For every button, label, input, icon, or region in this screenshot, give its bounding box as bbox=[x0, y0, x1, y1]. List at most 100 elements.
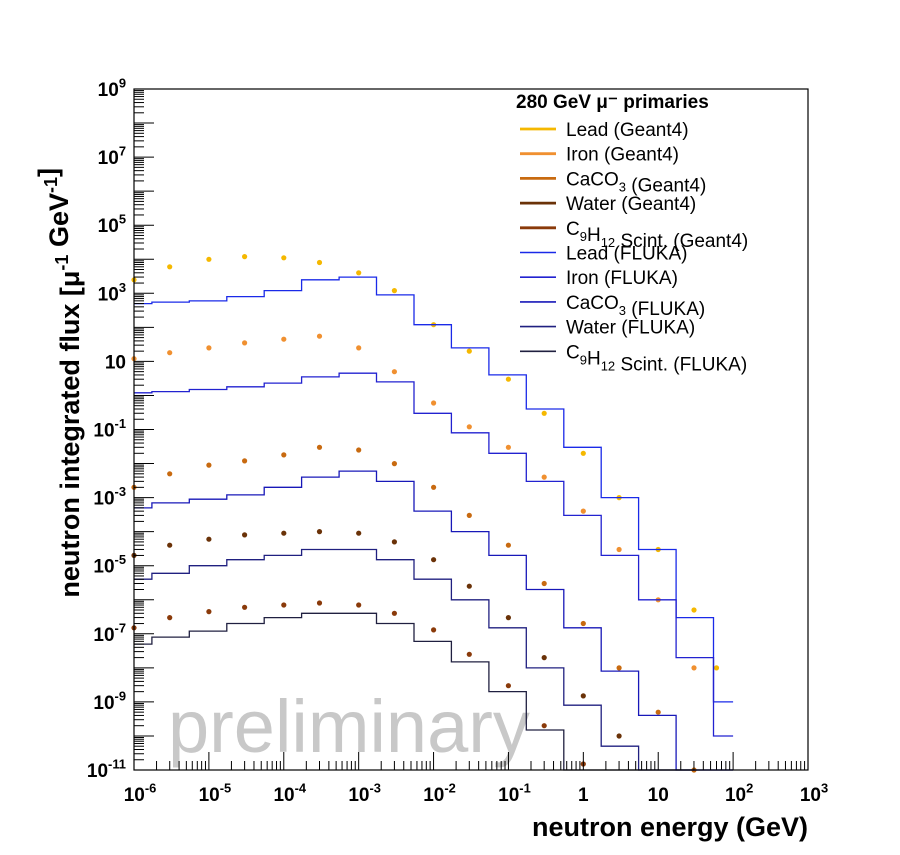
axis-ticks bbox=[133, 90, 809, 771]
data-point bbox=[281, 336, 287, 342]
data-point bbox=[505, 683, 511, 689]
data-point bbox=[391, 288, 397, 294]
data-point bbox=[466, 583, 472, 589]
data-point bbox=[466, 424, 472, 430]
tick-label: 103 bbox=[800, 780, 828, 806]
data-point bbox=[206, 345, 212, 351]
legend-label: Water (Geant4) bbox=[566, 194, 696, 215]
tick-label: 10-9 bbox=[93, 688, 126, 714]
tick-label: 10-6 bbox=[124, 780, 157, 806]
watermark-text: preliminary bbox=[168, 685, 530, 768]
data-point bbox=[616, 546, 622, 553]
data-point bbox=[356, 447, 362, 453]
legend-label: CaCO3 (FLUKA) bbox=[566, 293, 705, 320]
data-point bbox=[391, 539, 397, 545]
y-axis-title: neutron integrated flux [μ-1 GeV-1] bbox=[33, 168, 85, 598]
series-line bbox=[134, 470, 734, 771]
series-line bbox=[134, 548, 734, 771]
tick-label: 10-3 bbox=[348, 780, 381, 806]
data-point bbox=[431, 627, 437, 633]
data-point bbox=[580, 450, 586, 456]
data-point bbox=[167, 615, 173, 621]
tick-label: 10 bbox=[648, 785, 669, 806]
series-6 bbox=[134, 372, 734, 737]
data-point bbox=[206, 462, 212, 468]
data-point bbox=[466, 512, 472, 519]
x-axis-title: neutron energy (GeV) bbox=[532, 812, 808, 842]
data-point bbox=[281, 530, 287, 536]
series-8 bbox=[134, 548, 734, 771]
data-point bbox=[541, 580, 547, 587]
tick-label: 10 bbox=[105, 352, 126, 373]
data-point bbox=[431, 400, 437, 406]
data-point bbox=[505, 615, 511, 621]
data-point bbox=[242, 532, 248, 538]
data-point bbox=[431, 484, 437, 490]
tick-label: 10-3 bbox=[93, 484, 126, 510]
tick-label: 1 bbox=[578, 785, 589, 806]
tick-label: 105 bbox=[98, 212, 126, 238]
data-point bbox=[206, 256, 212, 262]
data-point bbox=[316, 529, 323, 535]
data-point bbox=[281, 452, 287, 458]
data-point bbox=[242, 254, 248, 260]
data-point bbox=[391, 369, 397, 375]
data-point bbox=[316, 259, 323, 266]
data-point bbox=[167, 350, 173, 356]
tick-label: 10-7 bbox=[93, 620, 126, 646]
tick-label: 10-5 bbox=[93, 552, 126, 578]
legend-label: Water (FLUKA) bbox=[566, 318, 695, 339]
data-point bbox=[316, 600, 323, 606]
series-1 bbox=[131, 333, 697, 671]
data-point bbox=[691, 607, 697, 613]
data-point bbox=[580, 693, 586, 699]
data-point bbox=[316, 333, 323, 339]
data-point bbox=[356, 530, 362, 536]
data-point bbox=[391, 461, 397, 467]
legend-label: Iron (Geant4) bbox=[566, 145, 679, 166]
data-point bbox=[242, 340, 248, 346]
series-5 bbox=[134, 276, 734, 703]
data-point bbox=[281, 602, 287, 608]
data-point bbox=[242, 604, 248, 610]
plot-frame bbox=[133, 88, 809, 771]
data-point bbox=[167, 264, 173, 270]
series-line bbox=[134, 276, 734, 703]
tick-label: 10-1 bbox=[93, 416, 126, 442]
data-point bbox=[356, 270, 362, 276]
tick-label: 102 bbox=[725, 780, 753, 806]
data-point bbox=[356, 602, 362, 608]
series-line bbox=[134, 372, 734, 737]
series-4 bbox=[131, 600, 586, 767]
x-tick-labels: 10-6 10-5 10-4 10-3 10-2 10-1 1 10 102 103 bbox=[124, 780, 828, 806]
data-point bbox=[281, 255, 287, 261]
data-point bbox=[580, 508, 586, 514]
data-point bbox=[431, 557, 437, 563]
data-point bbox=[616, 665, 622, 671]
data-point bbox=[541, 723, 547, 729]
tick-label: 10-11 bbox=[87, 756, 126, 782]
series-3 bbox=[131, 529, 622, 739]
data-point bbox=[316, 444, 323, 450]
data-point bbox=[466, 651, 472, 657]
data-point bbox=[242, 458, 248, 464]
data-point bbox=[691, 665, 697, 671]
legend: 280 GeV μ⁻ primaries Lead (Geant4) Iron (G… bbox=[516, 92, 748, 375]
series-2 bbox=[131, 444, 697, 773]
data-point bbox=[206, 609, 212, 615]
data-point bbox=[580, 620, 586, 627]
legend-label: C9H12 Scint. (Geant4) bbox=[566, 219, 748, 252]
data-point bbox=[356, 345, 362, 351]
tick-label: 10-1 bbox=[498, 780, 531, 806]
data-point bbox=[505, 376, 511, 382]
data-point bbox=[655, 709, 661, 715]
tick-label: 10-2 bbox=[423, 780, 456, 806]
data-point bbox=[505, 542, 511, 548]
legend-label: C9H12 Scint. (FLUKA) bbox=[566, 342, 747, 375]
legend-label: Iron (FLUKA) bbox=[566, 268, 678, 289]
data-point bbox=[541, 474, 547, 480]
series-7 bbox=[134, 470, 734, 771]
data-point bbox=[466, 348, 472, 354]
legend-title: 280 GeV μ⁻ primaries bbox=[516, 92, 709, 113]
